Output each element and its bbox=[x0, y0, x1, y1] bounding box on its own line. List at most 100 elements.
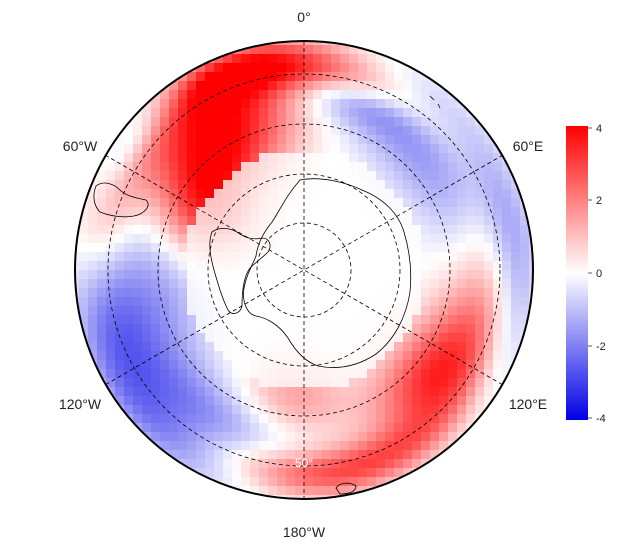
anomaly-cell bbox=[169, 396, 179, 406]
anomaly-cell bbox=[277, 171, 287, 181]
anomaly-cell bbox=[331, 45, 341, 55]
anomaly-cell bbox=[268, 450, 278, 460]
anomaly-cell bbox=[259, 432, 269, 442]
anomaly-cell bbox=[160, 207, 170, 217]
anomaly-cell bbox=[259, 396, 269, 406]
anomaly-cell bbox=[448, 279, 458, 289]
anomaly-cell bbox=[340, 99, 350, 109]
anomaly-cell bbox=[205, 459, 215, 469]
anomaly-cell bbox=[385, 279, 395, 289]
anomaly-cell bbox=[385, 333, 395, 343]
anomaly-cell bbox=[376, 180, 386, 190]
anomaly-cell bbox=[331, 126, 341, 136]
anomaly-cell bbox=[241, 108, 251, 118]
anomaly-cell bbox=[511, 333, 521, 343]
anomaly-cell bbox=[232, 369, 242, 379]
anomaly-cell bbox=[178, 288, 188, 298]
anomaly-cell bbox=[241, 54, 251, 64]
anomaly-cell bbox=[439, 306, 449, 316]
anomaly-cell bbox=[376, 315, 386, 325]
anomaly-cell bbox=[313, 477, 323, 487]
anomaly-cell bbox=[169, 144, 179, 154]
anomaly-cell bbox=[394, 108, 404, 118]
anomaly-cell bbox=[313, 189, 323, 199]
anomaly-cell bbox=[412, 261, 422, 271]
anomaly-cell bbox=[214, 405, 224, 415]
anomaly-cell bbox=[304, 468, 314, 478]
anomaly-cell bbox=[439, 216, 449, 226]
anomaly-cell bbox=[196, 162, 206, 172]
anomaly-cell bbox=[250, 270, 260, 280]
lon-label-180w: 180°W bbox=[283, 524, 326, 540]
anomaly-cell bbox=[268, 189, 278, 199]
anomaly-cell bbox=[439, 207, 449, 217]
anomaly-cell bbox=[151, 288, 161, 298]
anomaly-cell bbox=[259, 54, 269, 64]
anomaly-cell bbox=[205, 81, 215, 91]
anomaly-cell bbox=[349, 198, 359, 208]
anomaly-cell bbox=[214, 180, 224, 190]
anomaly-cell bbox=[187, 153, 197, 163]
anomaly-cell bbox=[160, 117, 170, 127]
anomaly-cell bbox=[313, 288, 323, 298]
anomaly-cell bbox=[412, 324, 422, 334]
anomaly-cell bbox=[241, 459, 251, 469]
anomaly-cell bbox=[358, 234, 368, 244]
anomaly-cell bbox=[529, 288, 533, 298]
anomaly-cell bbox=[421, 234, 431, 244]
anomaly-cell bbox=[268, 180, 278, 190]
anomaly-cell bbox=[196, 315, 206, 325]
anomaly-cell bbox=[97, 360, 107, 370]
anomaly-cell bbox=[322, 41, 332, 46]
anomaly-cell bbox=[286, 486, 296, 496]
anomaly-cell bbox=[304, 432, 314, 442]
anomaly-cell bbox=[196, 198, 206, 208]
anomaly-cell bbox=[394, 432, 404, 442]
anomaly-cell bbox=[403, 144, 413, 154]
anomaly-cell bbox=[142, 135, 152, 145]
anomaly-cell bbox=[349, 477, 359, 487]
anomaly-cell bbox=[439, 90, 449, 100]
anomaly-cell bbox=[160, 216, 170, 226]
anomaly-cell bbox=[340, 207, 350, 217]
anomaly-cell bbox=[340, 54, 350, 64]
anomaly-cell bbox=[160, 261, 170, 271]
anomaly-cell bbox=[151, 225, 161, 235]
anomaly-cell bbox=[439, 324, 449, 334]
anomaly-cell bbox=[331, 342, 341, 352]
anomaly-cell bbox=[367, 423, 377, 433]
anomaly-cell bbox=[466, 180, 476, 190]
anomaly-cell bbox=[421, 153, 431, 163]
anomaly-cell bbox=[97, 243, 107, 253]
anomaly-cell bbox=[484, 297, 494, 307]
anomaly-cell bbox=[466, 324, 476, 334]
anomaly-cell bbox=[457, 225, 467, 235]
anomaly-cell bbox=[178, 432, 188, 442]
anomaly-cell bbox=[115, 369, 125, 379]
anomaly-cell bbox=[466, 333, 476, 343]
anomaly-cell bbox=[241, 405, 251, 415]
anomaly-cell bbox=[358, 207, 368, 217]
anomaly-cell bbox=[421, 189, 431, 199]
anomaly-cell bbox=[340, 396, 350, 406]
anomaly-cell bbox=[304, 99, 314, 109]
anomaly-cell bbox=[142, 360, 152, 370]
anomaly-cell bbox=[502, 261, 512, 271]
anomaly-cell bbox=[493, 171, 503, 181]
anomaly-cell bbox=[331, 468, 341, 478]
anomaly-cell bbox=[259, 81, 269, 91]
anomaly-cell bbox=[502, 216, 512, 226]
anomaly-cell bbox=[223, 288, 233, 298]
anomaly-cell bbox=[232, 252, 242, 262]
anomaly-cell bbox=[277, 405, 287, 415]
anomaly-cell bbox=[304, 189, 314, 199]
anomaly-cell bbox=[178, 315, 188, 325]
anomaly-cell bbox=[349, 414, 359, 424]
anomaly-cell bbox=[277, 468, 287, 478]
anomaly-cell bbox=[259, 144, 269, 154]
anomaly-cell bbox=[223, 369, 233, 379]
anomaly-cell bbox=[124, 225, 134, 235]
anomaly-cell bbox=[223, 333, 233, 343]
anomaly-cell bbox=[259, 207, 269, 217]
anomaly-cell bbox=[259, 234, 269, 244]
